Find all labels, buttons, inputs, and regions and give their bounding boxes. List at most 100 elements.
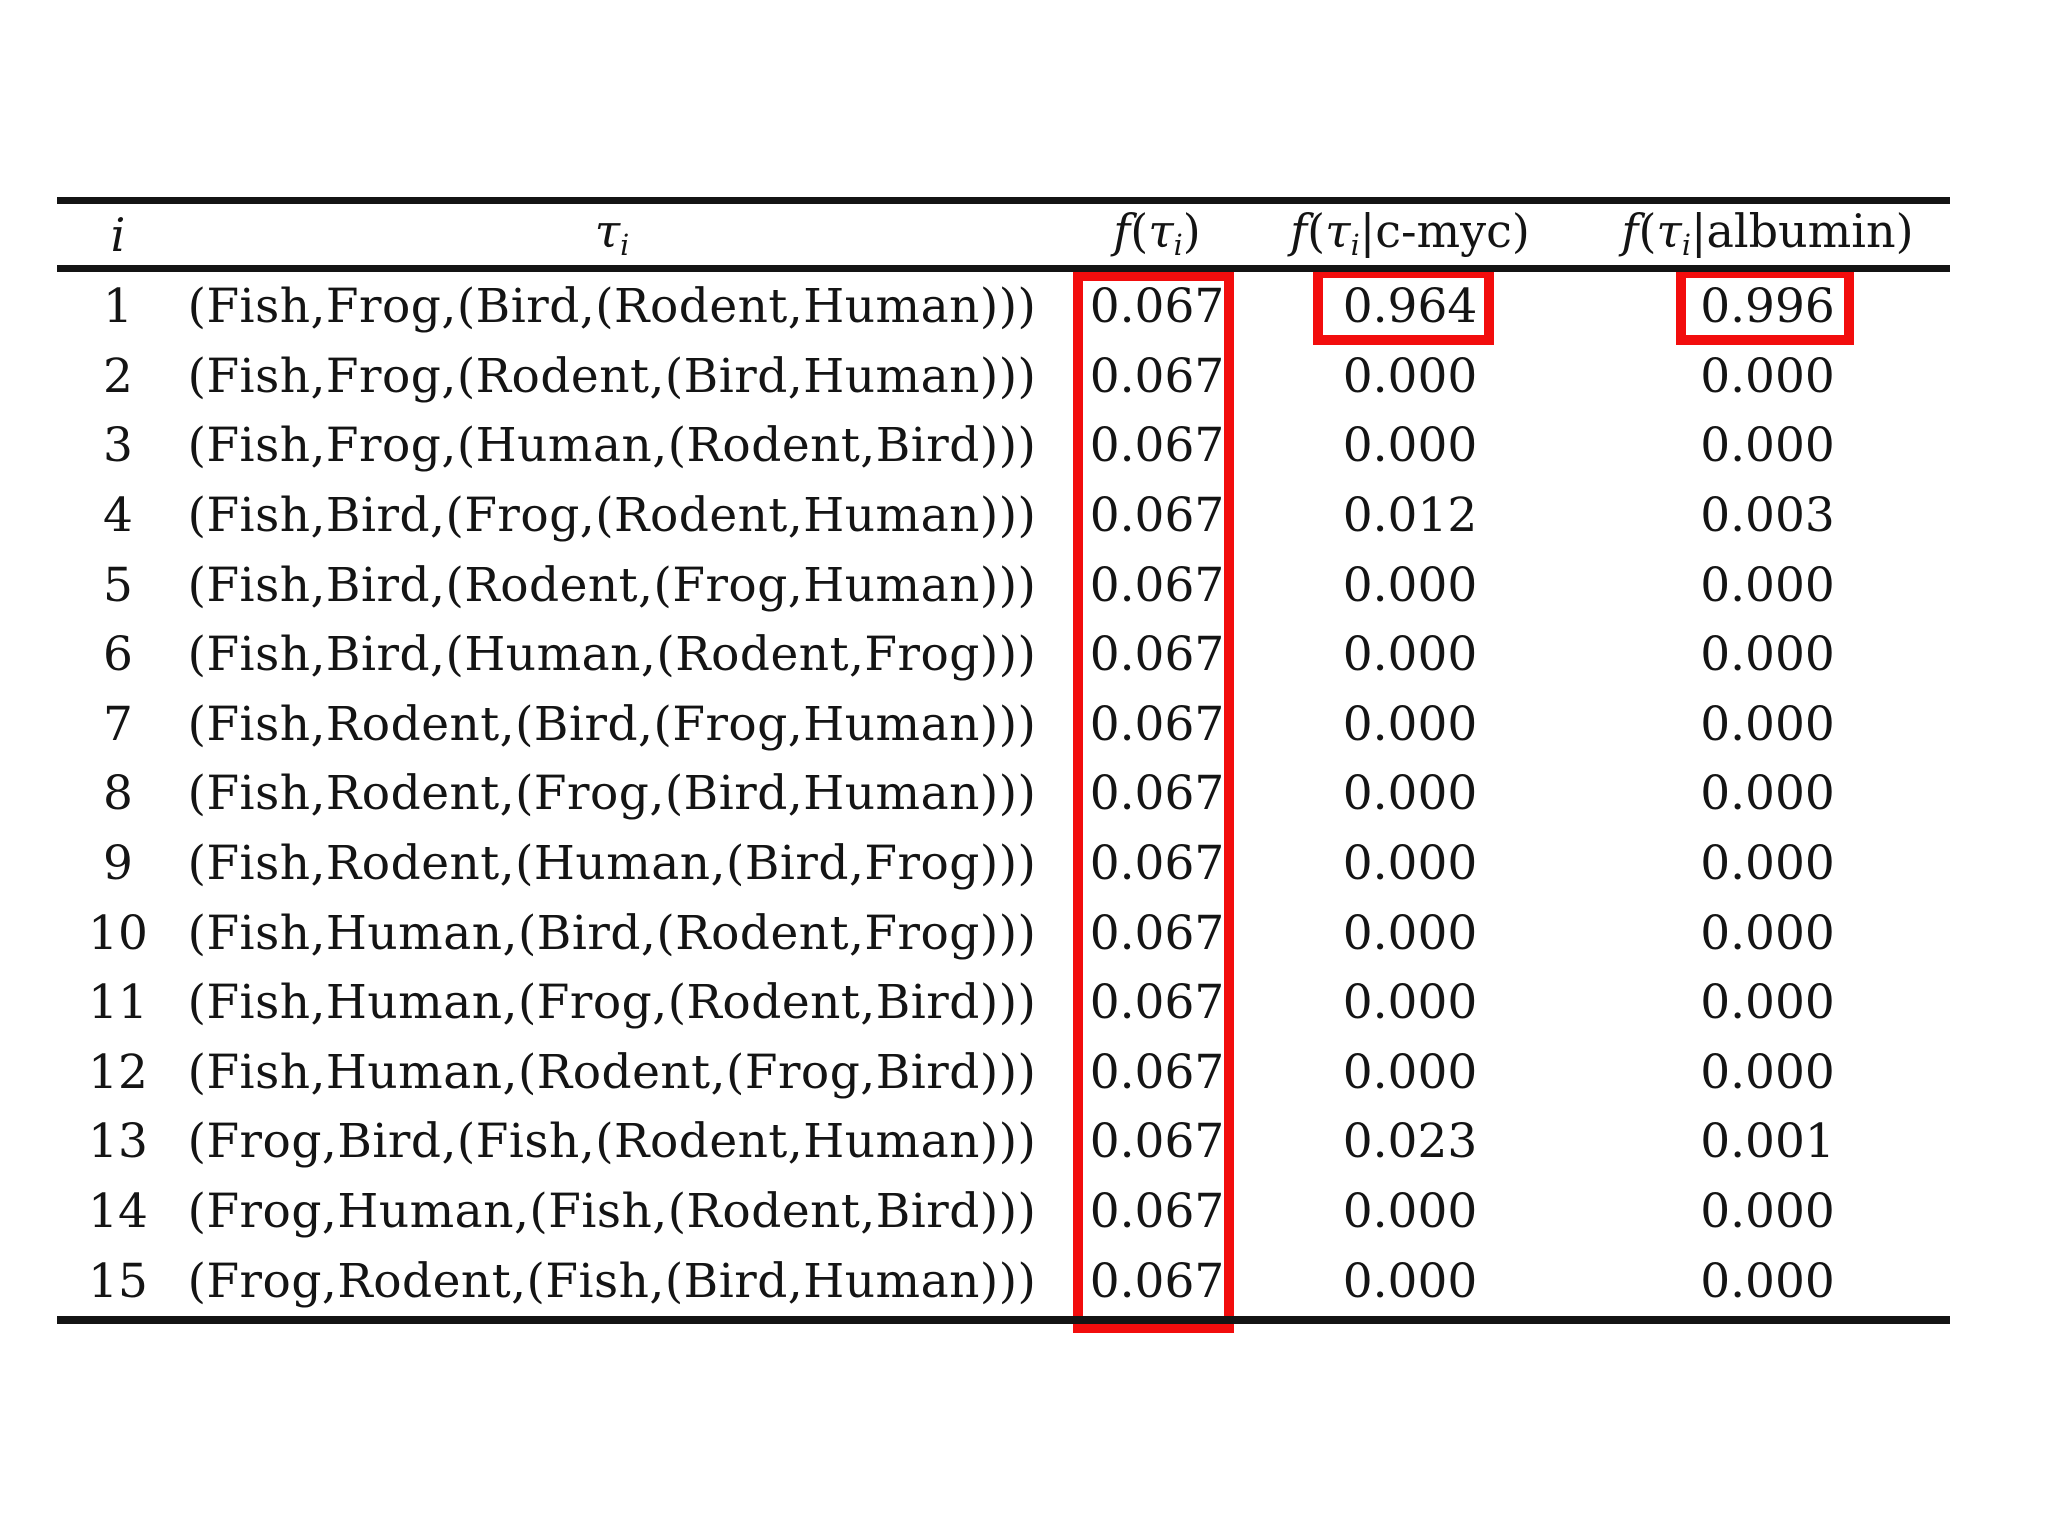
row-prior-cell: 0.067: [1089, 557, 1225, 613]
row-albumin-cell: 0.000: [1700, 696, 1835, 752]
row-albumin-cell: 0.996: [1700, 279, 1835, 335]
table-row: 9 (Fish,Rodent,(Human,(Bird,Frog))) 0.06…: [57, 829, 1950, 899]
row-albumin-cell: 0.000: [1700, 1184, 1835, 1240]
row-albumin-cell: 0.000: [1700, 627, 1835, 683]
row-index-cell: 12: [88, 1044, 148, 1100]
row-albumin-cell: 0.000: [1700, 1253, 1835, 1309]
table-row: 2 (Fish,Frog,(Rodent,(Bird,Human))) 0.06…: [57, 342, 1950, 412]
row-prior-cell: 0.067: [1089, 766, 1225, 822]
row-index-cell: 2: [103, 348, 133, 404]
row-prior-cell: 0.067: [1089, 1114, 1225, 1170]
column-header-c-myc: f(τi|c-myc): [1290, 204, 1530, 263]
row-albumin-cell: 0.000: [1700, 905, 1835, 961]
table-row: 10 (Fish,Human,(Bird,(Rodent,Frog))) 0.0…: [57, 898, 1950, 968]
table-row: 12 (Fish,Human,(Rodent,(Frog,Bird))) 0.0…: [57, 1038, 1950, 1108]
row-c-myc-cell: 0.000: [1342, 418, 1478, 474]
tree-probability-table: i τi f(τi) f(τi|c-myc) f(τi|albumin) 1 (…: [57, 197, 1950, 1333]
row-prior-cell: 0.067: [1089, 418, 1225, 474]
table-rows: 1 (Fish,Frog,(Bird,(Rodent,Human))) 0.06…: [57, 272, 1950, 1316]
row-c-myc-cell: 0.000: [1342, 627, 1478, 683]
table-row: 6 (Fish,Bird,(Human,(Rodent,Frog))) 0.06…: [57, 620, 1950, 690]
row-c-myc-cell: 0.000: [1342, 975, 1478, 1031]
row-prior-cell: 0.067: [1089, 696, 1225, 752]
row-index-cell: 8: [103, 766, 133, 822]
table-top-rule: [57, 197, 1950, 204]
table-row: 7 (Fish,Rodent,(Bird,(Frog,Human))) 0.06…: [57, 690, 1950, 760]
row-index-cell: 1: [103, 279, 133, 335]
row-topology-cell: (Fish,Human,(Rodent,(Frog,Bird))): [187, 1044, 1037, 1100]
row-prior-cell: 0.067: [1089, 975, 1225, 1031]
row-c-myc-cell: 0.000: [1342, 557, 1478, 613]
row-index-cell: 15: [88, 1253, 148, 1309]
row-index-cell: 6: [103, 627, 133, 683]
row-index-cell: 10: [88, 905, 148, 961]
row-c-myc-cell: 0.000: [1342, 1253, 1478, 1309]
row-index-cell: 9: [103, 836, 133, 892]
row-topology-cell: (Fish,Rodent,(Frog,(Bird,Human))): [187, 766, 1037, 822]
row-prior-cell: 0.067: [1089, 279, 1225, 335]
row-prior-cell: 0.067: [1089, 1044, 1225, 1100]
row-albumin-cell: 0.001: [1700, 1114, 1835, 1170]
table-row: 8 (Fish,Rodent,(Frog,(Bird,Human))) 0.06…: [57, 759, 1950, 829]
row-topology-cell: (Fish,Human,(Frog,(Rodent,Bird))): [187, 975, 1037, 1031]
row-c-myc-cell: 0.000: [1342, 348, 1478, 404]
row-prior-cell: 0.067: [1089, 488, 1225, 544]
row-topology-cell: (Fish,Rodent,(Bird,(Frog,Human))): [187, 696, 1037, 752]
row-topology-cell: (Frog,Bird,(Fish,(Rodent,Human))): [187, 1114, 1037, 1170]
row-topology-cell: (Fish,Bird,(Rodent,(Frog,Human))): [187, 557, 1037, 613]
row-albumin-cell: 0.000: [1700, 975, 1835, 1031]
table-row: 14 (Frog,Human,(Fish,(Rodent,Bird))) 0.0…: [57, 1177, 1950, 1247]
row-albumin-cell: 0.000: [1700, 766, 1835, 822]
row-topology-cell: (Fish,Frog,(Bird,(Rodent,Human))): [187, 279, 1037, 335]
row-c-myc-cell: 0.000: [1342, 1044, 1478, 1100]
row-albumin-cell: 0.000: [1700, 1044, 1835, 1100]
row-topology-cell: (Fish,Rodent,(Human,(Bird,Frog))): [187, 836, 1037, 892]
row-prior-cell: 0.067: [1089, 905, 1225, 961]
row-c-myc-cell: 0.000: [1342, 766, 1478, 822]
table-row: 11 (Fish,Human,(Frog,(Rodent,Bird))) 0.0…: [57, 968, 1950, 1038]
row-albumin-cell: 0.000: [1700, 557, 1835, 613]
table-row: 15 (Frog,Rodent,(Fish,(Bird,Human))) 0.0…: [57, 1246, 1950, 1316]
column-header-prior: f(τi): [1113, 204, 1201, 263]
row-albumin-cell: 0.000: [1700, 418, 1835, 474]
column-header-albumin: f(τi|albumin): [1621, 204, 1914, 263]
row-albumin-cell: 0.000: [1700, 348, 1835, 404]
row-prior-cell: 0.067: [1089, 1253, 1225, 1309]
row-c-myc-cell: 0.023: [1342, 1114, 1478, 1170]
table-header-row: i τi f(τi) f(τi|c-myc) f(τi|albumin): [57, 204, 1950, 265]
table-row: 4 (Fish,Bird,(Frog,(Rodent,Human))) 0.06…: [57, 481, 1950, 551]
row-c-myc-cell: 0.000: [1342, 1184, 1478, 1240]
row-prior-cell: 0.067: [1089, 627, 1225, 683]
row-topology-cell: (Fish,Bird,(Human,(Rodent,Frog))): [187, 627, 1037, 683]
row-c-myc-cell: 0.012: [1342, 488, 1478, 544]
row-topology-cell: (Fish,Bird,(Frog,(Rodent,Human))): [187, 488, 1037, 544]
row-topology-cell: (Frog,Human,(Fish,(Rodent,Bird))): [187, 1184, 1037, 1240]
row-topology-cell: (Fish,Frog,(Rodent,(Bird,Human))): [187, 348, 1037, 404]
row-topology-cell: (Frog,Rodent,(Fish,(Bird,Human))): [187, 1253, 1037, 1309]
column-header-index: i: [110, 207, 126, 262]
row-prior-cell: 0.067: [1089, 836, 1225, 892]
row-topology-cell: (Fish,Frog,(Human,(Rodent,Bird))): [187, 418, 1037, 474]
row-index-cell: 3: [103, 418, 133, 474]
table-header-rule: [57, 265, 1950, 272]
row-index-cell: 14: [88, 1184, 148, 1240]
row-albumin-cell: 0.003: [1700, 488, 1835, 544]
table-row: 13 (Frog,Bird,(Fish,(Rodent,Human))) 0.0…: [57, 1107, 1950, 1177]
row-topology-cell: (Fish,Human,(Bird,(Rodent,Frog))): [187, 905, 1037, 961]
row-c-myc-cell: 0.000: [1342, 905, 1478, 961]
row-index-cell: 13: [88, 1114, 148, 1170]
row-index-cell: 4: [103, 488, 133, 544]
table-row: 1 (Fish,Frog,(Bird,(Rodent,Human))) 0.06…: [57, 272, 1950, 342]
row-prior-cell: 0.067: [1089, 1184, 1225, 1240]
row-c-myc-cell: 0.000: [1342, 836, 1478, 892]
row-index-cell: 5: [103, 557, 133, 613]
row-c-myc-cell: 0.964: [1342, 279, 1478, 335]
row-index-cell: 7: [103, 696, 133, 752]
table-row: 5 (Fish,Bird,(Rodent,(Frog,Human))) 0.06…: [57, 550, 1950, 620]
table-row: 3 (Fish,Frog,(Human,(Rodent,Bird))) 0.06…: [57, 411, 1950, 481]
row-index-cell: 11: [88, 975, 148, 1031]
row-prior-cell: 0.067: [1089, 348, 1225, 404]
column-header-topology: τi: [594, 204, 630, 263]
row-c-myc-cell: 0.000: [1342, 696, 1478, 752]
